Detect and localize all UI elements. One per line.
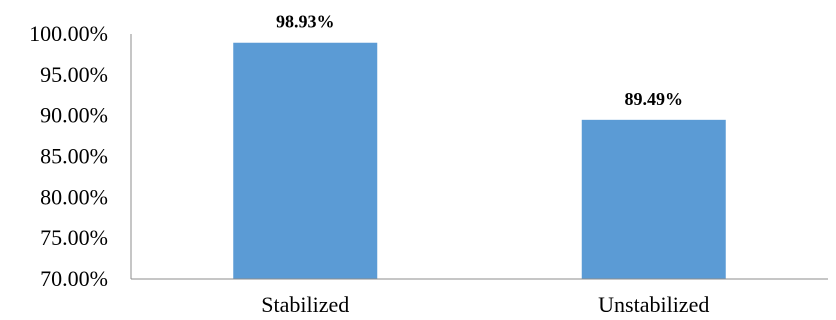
y-axis-ticks: 70.00% 75.00% 80.00% 85.00% 90.00% 95.00% 100.… xyxy=(29,21,108,291)
x-tick-label-stabilized: Stabilized xyxy=(261,292,349,317)
bar-unstabilized xyxy=(581,119,726,279)
data-labels: 98.93% 89.49% xyxy=(276,12,683,109)
bar-stabilized xyxy=(233,42,378,279)
y-tick-label: 95.00% xyxy=(40,62,108,87)
y-tick-label: 85.00% xyxy=(40,144,108,169)
y-tick-label: 75.00% xyxy=(40,225,108,250)
x-tick-label-unstabilized: Unstabilized xyxy=(598,292,709,317)
y-tick-label: 90.00% xyxy=(40,103,108,128)
y-tick-label: 70.00% xyxy=(40,266,108,291)
y-tick-label: 80.00% xyxy=(40,184,108,209)
data-label-stabilized: 98.93% xyxy=(276,12,335,32)
y-tick-label: 100.00% xyxy=(29,21,108,46)
bars xyxy=(233,42,726,279)
x-axis-ticks: Stabilized Unstabilized xyxy=(261,292,709,317)
data-label-unstabilized: 89.49% xyxy=(625,89,684,109)
